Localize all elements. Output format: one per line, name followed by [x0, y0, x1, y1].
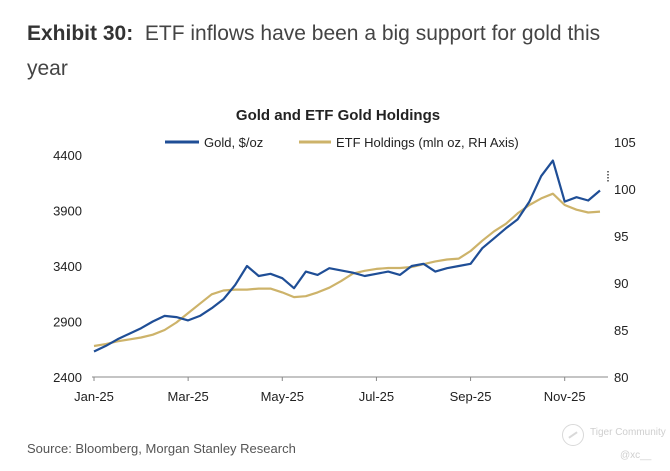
right-tick-label: 95	[614, 229, 628, 244]
exhibit-title: ETF inflows have been a big support for …	[27, 22, 601, 80]
right-tick-label: 85	[614, 323, 628, 338]
etf-holdings-line	[93, 192, 601, 348]
legend: Gold, $/oz ETF Holdings (mln oz, RH Axis…	[165, 135, 519, 150]
left-tick-label: 3400	[53, 259, 82, 274]
left-axis-ticks: 2400 2900 3400 3900 4400	[53, 148, 82, 385]
x-tick-label: Jul-25	[359, 389, 394, 404]
legend-gold-label: Gold, $/oz	[204, 135, 263, 150]
right-tick-label: 105	[614, 135, 636, 150]
x-tick-label: Sep-25	[450, 389, 492, 404]
right-tick-label: 90	[614, 276, 628, 291]
legend-etf-label: ETF Holdings (mln oz, RH Axis)	[336, 135, 519, 150]
x-tick-label: Mar-25	[168, 389, 209, 404]
exhibit-heading: Exhibit 30: ETF inflows have been a big …	[27, 16, 637, 86]
watermark-handle: @xc__	[620, 450, 652, 461]
gold-price-line	[93, 159, 601, 353]
x-axis-ticks: Jan-25 Mar-25 May-25 Jul-25 Sep-25 Nov-25	[74, 377, 586, 404]
x-tick-label: Nov-25	[544, 389, 586, 404]
left-tick-label: 4400	[53, 148, 82, 163]
right-tick-label: 100	[614, 182, 636, 197]
source-note: Source: Bloomberg, Morgan Stanley Resear…	[27, 441, 296, 456]
watermark: Tiger Community @xc__	[562, 424, 666, 468]
left-tick-label: 2400	[53, 370, 82, 385]
x-tick-label: May-25	[261, 389, 304, 404]
exhibit-label: Exhibit 30:	[27, 22, 134, 45]
left-tick-label: 3900	[53, 204, 82, 219]
x-tick-label: Jan-25	[74, 389, 114, 404]
right-tick-label: 80	[614, 370, 628, 385]
watermark-brand: Tiger Community	[590, 427, 666, 438]
tiger-logo-icon	[562, 424, 584, 446]
right-axis-ticks: 80 85 90 95 100 105	[614, 135, 636, 385]
chart-title: Gold and ETF Gold Holdings	[236, 107, 440, 124]
left-tick-label: 2900	[53, 315, 82, 330]
